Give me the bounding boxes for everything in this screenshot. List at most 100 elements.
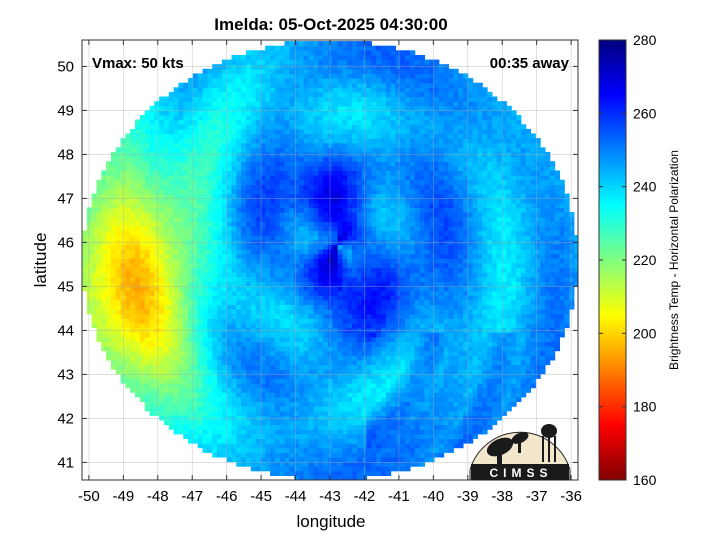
heat-cell bbox=[511, 341, 517, 347]
heat-cell bbox=[414, 332, 421, 338]
heat-cell bbox=[337, 406, 343, 412]
heat-cell bbox=[318, 466, 324, 472]
heat-cell bbox=[139, 373, 146, 379]
heat-cell bbox=[347, 456, 353, 463]
heat-cell bbox=[438, 392, 445, 398]
heat-cell bbox=[217, 216, 223, 222]
heat-cell bbox=[318, 318, 324, 324]
heat-cell bbox=[544, 332, 551, 338]
heat-cell bbox=[197, 396, 204, 402]
heat-cell bbox=[342, 267, 348, 273]
heat-cell bbox=[453, 253, 459, 259]
heat-cell bbox=[289, 299, 295, 305]
heat-cell bbox=[506, 378, 512, 384]
heat-cell bbox=[289, 396, 295, 402]
heat-cell bbox=[409, 336, 416, 342]
heat-cell bbox=[303, 249, 310, 255]
heat-cell bbox=[294, 258, 300, 264]
heat-cell bbox=[472, 258, 478, 264]
heat-cell bbox=[274, 212, 281, 218]
heat-cell bbox=[159, 272, 165, 278]
heat-cell bbox=[303, 336, 310, 342]
heat-cell bbox=[327, 461, 334, 467]
heat-cell bbox=[535, 309, 541, 315]
heat-cell bbox=[356, 304, 363, 310]
heat-cell bbox=[202, 406, 208, 412]
heat-cell bbox=[115, 309, 122, 315]
heat-cell bbox=[347, 299, 353, 305]
heat-cell bbox=[491, 253, 498, 259]
heat-cell bbox=[168, 350, 175, 356]
heat-cell bbox=[270, 350, 276, 356]
heat-cell bbox=[86, 253, 93, 259]
heat-cell bbox=[274, 415, 281, 421]
heat-cell bbox=[409, 392, 416, 398]
heat-cell bbox=[506, 318, 512, 324]
heat-cell bbox=[414, 415, 421, 421]
heat-cell bbox=[308, 332, 314, 338]
heat-cell bbox=[236, 212, 242, 218]
heat-cell bbox=[115, 276, 122, 282]
heat-cell bbox=[125, 262, 131, 269]
heat-cell bbox=[241, 341, 247, 347]
heat-cell bbox=[352, 452, 358, 458]
heat-cell bbox=[202, 346, 208, 352]
heat-cell bbox=[318, 419, 324, 426]
heat-cell bbox=[366, 244, 372, 250]
heat-cell bbox=[554, 253, 560, 259]
heat-cell bbox=[342, 429, 348, 435]
heat-cell bbox=[327, 322, 334, 329]
heat-cell bbox=[477, 424, 483, 430]
heat-cell bbox=[487, 336, 493, 342]
heat-cell bbox=[511, 378, 517, 384]
heat-cell bbox=[390, 364, 396, 370]
heat-cell bbox=[511, 262, 517, 269]
heat-cell bbox=[197, 424, 204, 430]
heat-cell bbox=[501, 406, 507, 412]
heat-cell bbox=[424, 235, 430, 241]
heat-cell bbox=[419, 401, 425, 407]
heat-cell bbox=[448, 447, 454, 453]
heat-cell bbox=[496, 212, 503, 218]
heat-cell bbox=[178, 258, 184, 264]
heat-cell bbox=[274, 272, 281, 278]
heat-cell bbox=[323, 369, 329, 375]
heat-cell bbox=[424, 387, 430, 393]
heat-cell bbox=[303, 332, 310, 338]
heat-cell bbox=[395, 424, 401, 430]
heat-cell bbox=[308, 452, 314, 458]
heat-cell bbox=[434, 443, 440, 449]
heat-cell bbox=[491, 207, 498, 213]
heat-cell bbox=[308, 424, 314, 430]
heat-cell bbox=[400, 221, 406, 227]
heat-cell bbox=[332, 433, 339, 439]
heat-cell bbox=[212, 281, 218, 287]
heat-cell bbox=[308, 235, 314, 241]
heat-cell bbox=[496, 373, 503, 379]
heat-cell bbox=[313, 452, 319, 458]
heat-cell bbox=[337, 286, 343, 292]
heat-cell bbox=[434, 313, 440, 319]
heat-cell bbox=[400, 452, 406, 458]
heat-cell bbox=[217, 378, 223, 384]
heat-cell bbox=[520, 313, 527, 319]
heat-cell bbox=[438, 281, 445, 287]
heat-cell bbox=[188, 207, 194, 213]
heat-cell bbox=[395, 346, 401, 352]
heat-cell bbox=[318, 272, 324, 278]
heat-cell bbox=[255, 253, 261, 259]
heat-cell bbox=[376, 272, 382, 278]
heat-cell bbox=[400, 262, 406, 269]
heat-cell bbox=[135, 244, 141, 250]
heat-cell bbox=[371, 387, 377, 393]
heat-cell bbox=[236, 267, 242, 273]
heat-cell bbox=[371, 221, 377, 227]
heat-cell bbox=[487, 355, 493, 361]
heat-cell bbox=[366, 369, 372, 375]
heat-cell bbox=[212, 373, 218, 379]
heat-cell bbox=[188, 346, 194, 352]
heat-cell bbox=[284, 466, 290, 472]
heat-cell bbox=[385, 433, 392, 439]
heat-cell bbox=[173, 221, 179, 227]
heat-cell bbox=[463, 392, 469, 398]
